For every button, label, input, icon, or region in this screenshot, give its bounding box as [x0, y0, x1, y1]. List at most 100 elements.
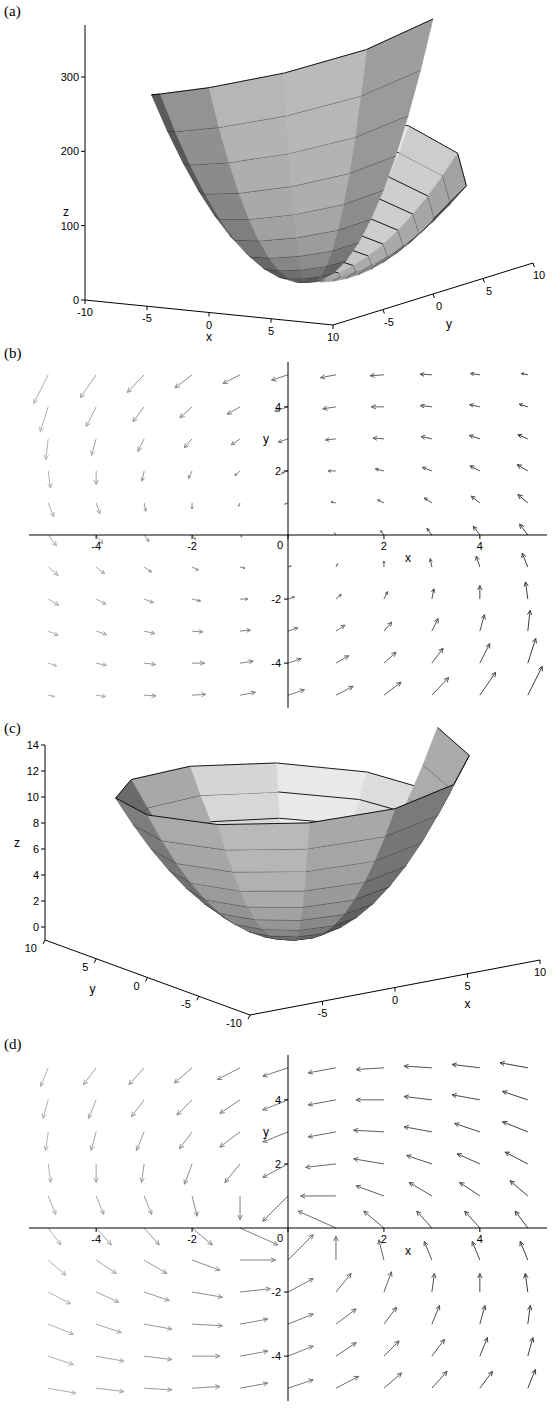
tick-mark: [43, 940, 45, 944]
tick-mark: [94, 959, 96, 963]
arrow: [528, 1370, 536, 1389]
arrow: [96, 1196, 104, 1215]
tick-mark: [284, 599, 288, 600]
arrow: [192, 1292, 222, 1298]
tick-mark: [479, 535, 480, 539]
arrow: [452, 1063, 480, 1068]
axis-title: y: [90, 982, 96, 996]
arrow: [288, 1314, 313, 1324]
tick-mark: [271, 319, 272, 323]
arrow: [94, 471, 98, 485]
arrow: [96, 1324, 121, 1333]
arrow: [417, 1211, 432, 1228]
arrow: [522, 373, 528, 375]
arrow: [480, 644, 490, 664]
arrow: [356, 1098, 384, 1102]
arrow: [96, 1292, 119, 1302]
arrow: [96, 567, 105, 574]
arrow: [336, 625, 345, 631]
arrow: [240, 1318, 268, 1324]
surface-patch: [385, 785, 454, 837]
panel-letter: (b): [4, 345, 22, 362]
arrow: [288, 1346, 313, 1356]
arrow: [240, 598, 248, 601]
arrow: [471, 372, 480, 375]
surface-patch: [233, 871, 305, 890]
arrow: [184, 1164, 192, 1184]
tick-label: 5: [268, 325, 274, 337]
arrow: [144, 503, 147, 511]
tick-mark: [288, 1228, 289, 1232]
tick-mark: [540, 960, 541, 964]
panel-letter: (a): [4, 3, 21, 20]
arrow: [524, 582, 528, 599]
surface-patch: [255, 920, 300, 930]
tick-label: 4: [275, 401, 281, 413]
tick-label: 2: [381, 1233, 387, 1245]
arrow: [420, 404, 432, 408]
surface: [152, 19, 467, 282]
tick-label: -5: [181, 998, 191, 1010]
arrow: [144, 567, 152, 572]
arrow: [192, 599, 201, 602]
tick-mark: [284, 470, 288, 471]
tick-mark: [197, 996, 199, 1000]
arrow: [336, 1343, 356, 1357]
ring-line: [190, 763, 276, 766]
arrow: [500, 1061, 528, 1067]
tick-label: 10: [327, 331, 339, 343]
tick-label: 10: [27, 791, 39, 803]
arrow: [144, 662, 156, 666]
arrow: [424, 498, 432, 503]
arrow: [356, 1067, 384, 1071]
arrow: [371, 405, 384, 409]
arrow: [192, 692, 206, 696]
tick-mark: [248, 1015, 250, 1019]
surface-patch: [279, 270, 304, 279]
tick-mark: [41, 771, 45, 772]
surface-patch: [423, 728, 469, 790]
arrow: [308, 1100, 336, 1106]
arrow: [384, 682, 401, 695]
arrow: [48, 1388, 76, 1394]
arrow: [364, 1211, 384, 1228]
arrow: [263, 1196, 288, 1221]
ring-line: [454, 755, 470, 784]
arrow: [424, 1241, 432, 1260]
z-axis: [85, 25, 86, 300]
arrow: [518, 434, 528, 438]
arrow: [272, 375, 288, 381]
arrow: [480, 615, 486, 632]
tick-mark: [533, 263, 534, 267]
axis-title: x: [405, 1244, 411, 1258]
surface-patch: [200, 792, 279, 822]
tick-mark: [284, 406, 288, 407]
axis-title: y: [263, 432, 269, 446]
surface-patch: [263, 929, 299, 936]
tick-mark: [41, 901, 45, 902]
arrow: [325, 438, 336, 442]
arrow: [378, 500, 384, 503]
arrow: [192, 1196, 198, 1216]
arrow: [288, 1379, 313, 1388]
arrow: [528, 666, 543, 695]
surface-patch: [240, 891, 303, 907]
tick-label: 4: [477, 1233, 483, 1245]
tick-mark: [383, 535, 384, 539]
arrow: [384, 622, 392, 631]
arrow: [192, 1354, 220, 1358]
arrow: [336, 564, 338, 567]
arrow: [320, 375, 335, 379]
tick-label: 12: [27, 765, 39, 777]
ring-line: [395, 785, 454, 809]
arrow: [431, 589, 435, 599]
arrow: [384, 1272, 392, 1292]
arrow: [144, 1196, 152, 1215]
arrow: [373, 436, 384, 440]
tick-label: 200: [61, 145, 79, 157]
arrow: [144, 694, 156, 698]
arrow: [432, 619, 438, 632]
tick-label: 0: [73, 294, 79, 306]
tick-mark: [41, 823, 45, 824]
arrow: [240, 1350, 268, 1356]
